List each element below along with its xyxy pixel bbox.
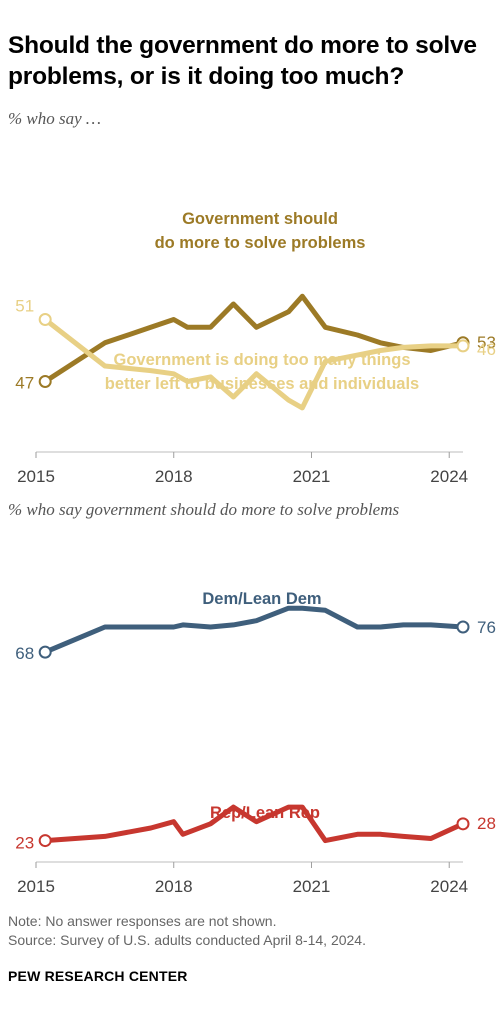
c2-series-line-1 [42,605,466,655]
c1-end-label-1: 53 [477,333,496,352]
c1-x-tick-label: 2018 [155,467,193,486]
c1-x-tick-label: 2015 [17,467,55,486]
c1-series-name-2: Government is doing too many things [113,351,410,369]
c1-end-point-2 [456,339,470,353]
c2-x-tick-label: 2021 [293,877,331,895]
chart-title: Should the government do more to solve p… [8,32,477,90]
chart-partisan: 2015 2018 2021 2024 68 76 Dem/Lean Dem 23 28 Rep/… [15,590,496,895]
brand-logo-text: PEW RESEARCH CENTER [8,968,188,984]
c1-series-name-2: better left to businesses and individual… [105,375,419,393]
c2-series-line-2 [42,804,466,844]
source-text: Source: Survey of U.S. adults conducted … [8,932,366,948]
c2-series-name-2: Rep/Lean Rep [210,804,320,822]
c1-start-label-1: 47 [15,374,34,393]
c2-x-tick-label: 2018 [155,877,193,895]
c1-x-tick-label: 2021 [293,467,331,486]
c1-start-point-2 [38,313,52,326]
c2-x-tick-label: 2024 [430,877,468,895]
c1-end-label-2: 46 [477,340,496,359]
c2-series-name-1: Dem/Lean Dem [202,590,321,608]
subtitle-bottom: % who say government should do more to s… [8,500,400,519]
c2-start-label-1: 68 [15,644,34,663]
c1-series-name-1: Government should [182,210,338,228]
c2-end-point-1 [456,620,470,634]
c1-start-point-1 [38,375,52,388]
c2-end-label-1: 76 [477,618,496,637]
c1-series-line-1 [42,293,466,384]
c1-start-label-2: 51 [15,297,34,316]
c2-start-point-1 [38,645,52,659]
c1-series-name-1: do more to solve problems [155,234,366,252]
c2-start-label-2: 23 [15,834,34,853]
subtitle-top: % who say … [8,109,102,128]
c2-x-tick-label: 2015 [17,877,55,895]
note-text: Note: No answer responses are not shown. [8,913,277,929]
c2-start-point-2 [38,834,52,848]
c1-series-line-2 [42,317,466,411]
c2-end-label-2: 28 [477,814,496,833]
c2-end-point-2 [456,817,470,831]
chart-overall: 2015 2018 2021 2024 47 53 Government should do … [15,210,496,486]
c1-x-tick-label: 2024 [430,467,468,486]
